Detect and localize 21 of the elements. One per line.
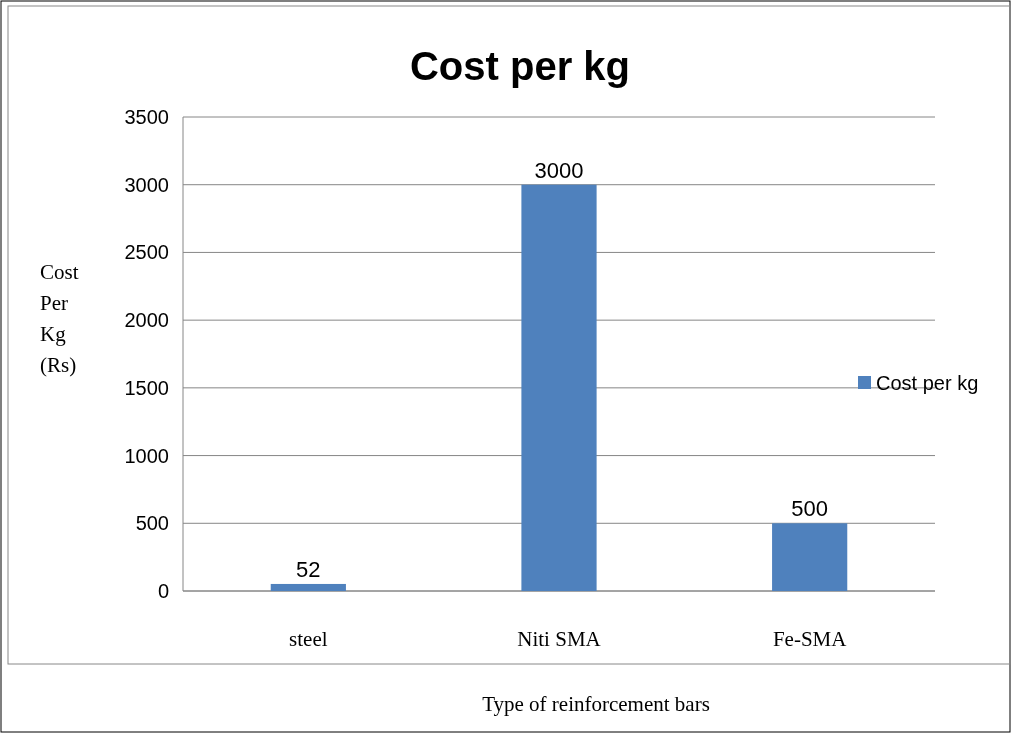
data-label: 52 [296, 556, 321, 582]
y-tick-label: 2000 [124, 309, 169, 332]
x-tick-label: steel [289, 627, 328, 651]
y-tick-label: 2500 [124, 241, 169, 264]
y-tick-label: 0 [157, 580, 169, 602]
y-tick-label: 1000 [124, 444, 169, 467]
y-axis-title: Cost Per Kg (Rs) [40, 260, 79, 377]
bar [270, 583, 346, 591]
chart-title: Cost per kg [409, 44, 631, 88]
x-tick-label: Fe-SMA [772, 627, 848, 651]
x-tick-label: Niti SMA [517, 627, 602, 651]
y-tick-label: 1500 [124, 376, 169, 399]
y-tick-label: 3500 [124, 106, 169, 128]
data-label: 500 [791, 496, 829, 522]
bar [521, 184, 597, 591]
legend-label: Cost per kg [876, 372, 979, 394]
y-tick-label: 3000 [124, 173, 169, 196]
y-tick-label: 500 [135, 512, 169, 535]
x-axis-title: Type of reinforcement bars [482, 692, 710, 716]
bar [772, 523, 848, 591]
data-label: 3000 [534, 157, 584, 183]
